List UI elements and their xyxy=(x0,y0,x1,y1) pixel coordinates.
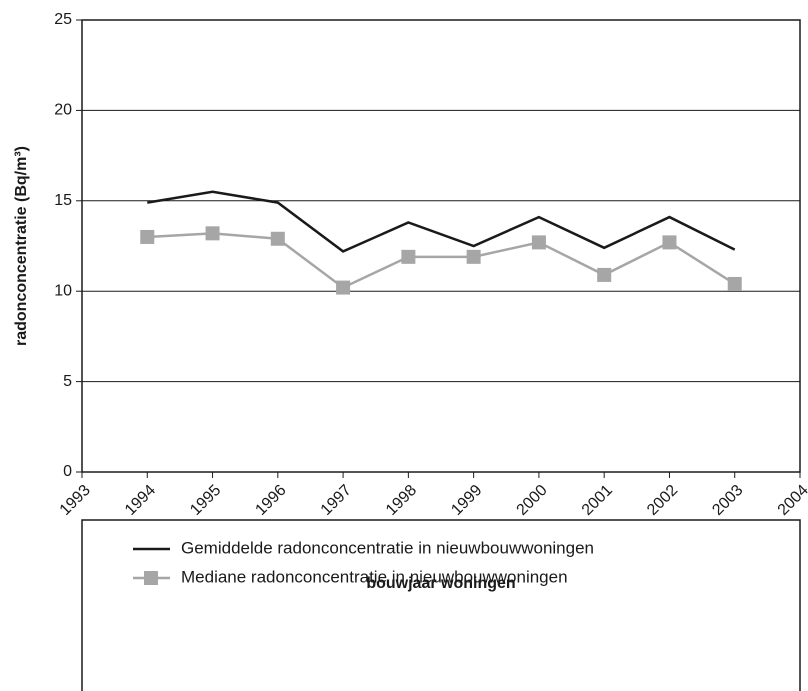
y-tick-label: 10 xyxy=(54,282,72,299)
y-axis-label: radonconcentratie (Bq/m³) xyxy=(13,146,30,346)
x-tick-label: 1996 xyxy=(252,482,289,519)
marker xyxy=(270,231,285,246)
x-tick-label: 1993 xyxy=(57,482,94,519)
y-tick-label: 20 xyxy=(54,102,72,119)
x-tick-label: 1997 xyxy=(318,482,355,519)
x-tick-label: 2001 xyxy=(579,482,616,519)
plot-frame xyxy=(81,19,801,473)
y-tick-label: 25 xyxy=(54,11,72,28)
y-tick-label: 5 xyxy=(63,373,72,390)
legend-marker xyxy=(144,571,158,585)
marker xyxy=(466,249,481,264)
marker xyxy=(597,267,612,282)
marker xyxy=(336,280,351,295)
legend-label: Gemiddelde radonconcentratie in nieuwbou… xyxy=(181,538,594,557)
x-axis-label: bouwjaar woningen xyxy=(366,575,515,592)
x-tick-label: 2002 xyxy=(644,482,681,519)
legend-label: Mediane radonconcentratie in nieuwbouwwo… xyxy=(181,567,568,586)
marker xyxy=(205,226,220,241)
x-tick-label: 2000 xyxy=(514,482,551,519)
marker xyxy=(727,276,742,291)
y-tick-label: 0 xyxy=(63,463,72,480)
marker xyxy=(401,249,416,264)
x-tick-label: 1998 xyxy=(383,482,420,519)
x-tick-label: 1995 xyxy=(187,482,224,519)
x-tick-label: 1994 xyxy=(122,482,159,519)
legend-box xyxy=(81,519,801,691)
y-tick-label: 15 xyxy=(54,192,72,209)
series-line xyxy=(147,232,736,290)
x-tick-label: 2004 xyxy=(775,482,808,519)
x-tick-label: 1999 xyxy=(448,482,485,519)
marker xyxy=(140,229,155,244)
marker xyxy=(662,235,677,250)
marker xyxy=(531,235,546,250)
series-line xyxy=(147,190,736,253)
x-tick-label: 2003 xyxy=(709,482,746,519)
